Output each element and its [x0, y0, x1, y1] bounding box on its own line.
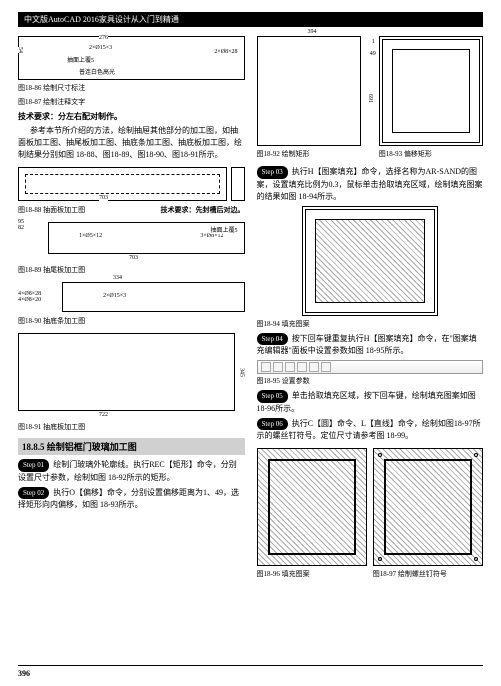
- step-01: Step 01 绘制门玻璃外轮廓线。执行REC【矩形】命令，分别设置尺寸参数，绘…: [18, 459, 245, 484]
- step-06: Step 06 执行C【圆】命令、L【直线】命令，绘制如图18-97所示的螺丝钉…: [257, 418, 484, 443]
- figure-18-88: 703: [18, 167, 227, 201]
- step-badge-03: Step 03: [257, 166, 288, 179]
- dim-note2: 普连白色高光: [79, 67, 115, 76]
- dim-h: 54: [17, 47, 23, 53]
- h91: 345: [239, 368, 245, 377]
- step-05-text: 单击拾取填充区域，按下回车键，绘制填充图案如图 18-96所示。: [257, 391, 476, 413]
- toolbar-btn[interactable]: [297, 362, 307, 372]
- content-columns: 276 2×Ø15×3 抽面上覆5 普连白色高光 2×Ø8×28 54 图18-…: [18, 33, 483, 583]
- step-badge-06: Step 06: [257, 418, 288, 431]
- tech-88: 技术要求：先封槽后对边。: [161, 205, 245, 215]
- section-18-8-5: 18.8.5 绘制铝框门玻璃加工图: [18, 438, 245, 455]
- w91: 722: [99, 412, 108, 418]
- caption-18-97: 图18-97 绘制螺丝钉符号: [373, 569, 483, 579]
- fig89-dims-left: 95 82: [18, 219, 44, 257]
- caption-18-96: 图18-96 填充图案: [257, 569, 367, 579]
- screw-icon: [378, 453, 382, 457]
- step-03: Step 03 执行H【图案填充】命令，选择名称为AR-SAND的图案，设置填充…: [257, 166, 484, 203]
- step-01-text: 绘制门玻璃外轮廓线。执行REC【矩形】命令，分别设置尺寸参数，绘制如图 18-9…: [18, 460, 237, 482]
- caption-18-89: 图18-89 抽尾板加工图: [18, 265, 245, 275]
- dim-w88: 703: [99, 195, 108, 201]
- screw-icon: [474, 453, 478, 457]
- caption-18-87: 图18-87 绘制注释文字: [18, 97, 245, 107]
- step-badge-02: Step 02: [18, 487, 49, 500]
- w92: 394: [308, 29, 317, 35]
- tech-requirement: 技术要求：分左右配对制作。: [18, 111, 245, 122]
- caption-18-93: 图18-93 偏移矩形: [379, 149, 483, 159]
- toolbar-btn[interactable]: [273, 362, 283, 372]
- dim-slot: 2×Ø15×3: [89, 45, 112, 51]
- step-badge-04: Step 04: [257, 333, 288, 346]
- figure-18-91: 722: [18, 333, 235, 411]
- screw-icon: [474, 557, 478, 561]
- figure-18-90: 334 2×Ø15×3: [62, 282, 245, 312]
- step-02-text: 执行O【偏移】命令，分别设置偏移距离为1、49，选择矩形向内偏移，如图 18-9…: [18, 488, 239, 510]
- figure-18-89: 1×Ø5×12 3×Ø8×12 抽面上覆5 703: [48, 222, 245, 254]
- figure-18-97: [373, 448, 483, 566]
- caption-18-92: 图18-92 绘制矩形: [257, 149, 361, 159]
- caption-18-94: 图18-94 填充图案: [257, 319, 484, 329]
- step-05: Step 05 单击拾取填充区域，按下回车键，绘制填充图案如图 18-96所示。: [257, 390, 484, 415]
- step-badge-01: Step 01: [18, 459, 49, 472]
- caption-18-95: 图18-95 设置参数: [257, 376, 484, 386]
- h92: 691: [367, 94, 373, 103]
- step-04-text: 按下回车键重复执行H【图案填充】命令，在"图案填充编辑器"面板中设置参数如图 1…: [257, 334, 477, 356]
- step-02: Step 02 执行O【偏移】命令，分别设置偏移距离为1、49，选择矩形向内偏移…: [18, 487, 245, 512]
- caption-18-86: 图18-86 绘制尺寸标注: [18, 83, 245, 93]
- o1-93: 1: [372, 39, 375, 45]
- toolbar-btn[interactable]: [285, 362, 295, 372]
- d2: 82: [18, 225, 44, 231]
- dim-note1: 抽面上覆5: [67, 55, 94, 64]
- step-06-text: 执行C【圆】命令、L【直线】命令，绘制如图18-97所示的螺丝钉符号。定位尺寸请…: [257, 419, 481, 441]
- figure-18-92: 394: [257, 36, 361, 146]
- figure-18-88-side: [231, 167, 245, 201]
- page-rule: [18, 665, 483, 666]
- step-03-text: 执行H【图案填充】命令，选择名称为AR-SAND的图案，设置填充比例为0.3，鼠…: [257, 167, 483, 201]
- left-column: 276 2×Ø15×3 抽面上覆5 普连白色高光 2×Ø8×28 54 图18-…: [18, 33, 245, 583]
- figure-18-94: [302, 206, 438, 316]
- page-number: 396: [18, 669, 30, 678]
- hatch-editor-toolbar: [257, 360, 484, 374]
- hole2-90: 4×Ø8×20: [18, 297, 58, 303]
- toolbar-btn[interactable]: [309, 362, 319, 372]
- dim-hole: 2×Ø8×28: [214, 49, 237, 55]
- paragraph-1: 参考本节所介绍的方法，绘制抽屉其他部分的加工图，如抽面板加工图、抽尾板加工图、抽…: [18, 125, 245, 161]
- figure-18-86: 276 2×Ø15×3 抽面上覆5 普连白色高光 2×Ø8×28 54: [18, 36, 245, 80]
- slot89: 1×Ø5×12: [79, 233, 102, 239]
- w89: 703: [129, 255, 138, 261]
- step-badge-05: Step 05: [257, 390, 288, 403]
- slot90: 2×Ø15×3: [103, 293, 126, 299]
- step-04: Step 04 按下回车键重复执行H【图案填充】命令，在"图案填充编辑器"面板中…: [257, 333, 484, 358]
- right-column: 394 图18-92 绘制矩形 691 1 49 图18-93 偏移矩形 Ste…: [257, 33, 484, 583]
- figure-18-93: 1 49: [379, 36, 483, 146]
- note89: 抽面上覆5: [210, 225, 237, 234]
- dim-w: 276: [99, 35, 108, 41]
- caption-18-91: 图18-91 抽底板加工图: [18, 422, 245, 432]
- page-header: 中文版AutoCAD 2016家具设计从入门到精通: [18, 12, 483, 27]
- toolbar-btn[interactable]: [321, 362, 331, 372]
- screw-icon: [378, 557, 382, 561]
- fig90-left-dims: 4×Ø8×28 4×Ø8×20: [18, 291, 58, 303]
- caption-18-90: 图18-90 抽底条加工图: [18, 316, 245, 326]
- caption-18-88: 图18-88 抽面板加工图: [18, 205, 85, 215]
- figure-18-96: [257, 448, 367, 566]
- o2-93: 49: [370, 51, 376, 57]
- toolbar-btn[interactable]: [261, 362, 271, 372]
- w90: 334: [113, 275, 122, 281]
